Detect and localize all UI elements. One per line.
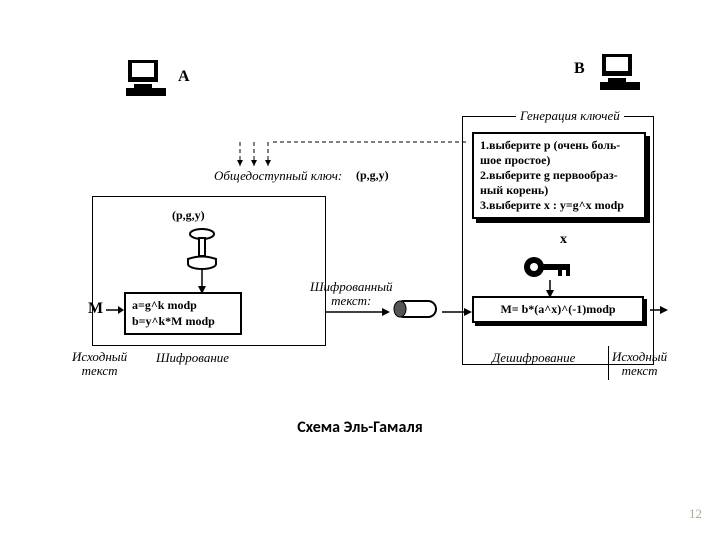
page-number: 12 bbox=[689, 506, 702, 522]
pgy-left: (p,g,y) bbox=[172, 208, 205, 223]
computer-b-icon bbox=[598, 52, 644, 94]
arrow-seckey-to-dec bbox=[544, 280, 556, 298]
sender-label: A bbox=[178, 68, 190, 86]
ciphertext-label: Шифрованный текст: bbox=[310, 280, 393, 309]
key-icon bbox=[522, 252, 574, 282]
decrypt-label: Дешифрование bbox=[492, 350, 575, 366]
arrow-enc-to-capsule bbox=[326, 306, 390, 318]
encryption-box: a=g^k modp b=y^k*M modp bbox=[124, 292, 242, 335]
arrow-key-to-enc bbox=[196, 268, 208, 294]
keygen-header: Генерация ключей bbox=[516, 108, 624, 124]
arrow-dec-to-plain bbox=[650, 304, 668, 316]
arrow-m-to-enc bbox=[106, 304, 124, 316]
plaintext-right-label: Исходный текст bbox=[612, 350, 667, 379]
keygen-box: 1.выберите p (очень боль- шое простое) 2… bbox=[472, 132, 646, 219]
pubkey-cylinder-icon bbox=[186, 228, 218, 270]
m-label: M bbox=[88, 300, 103, 318]
ciphertext-capsule-icon bbox=[390, 298, 442, 320]
receiver-label: B bbox=[574, 60, 585, 78]
enc-line1: a=g^k modp bbox=[132, 298, 234, 314]
arrow-capsule-to-dec bbox=[442, 306, 472, 318]
plaintext-left-label: Исходный текст bbox=[72, 350, 127, 379]
enc-line2: b=y^k*M modp bbox=[132, 314, 234, 330]
diagram-title: Схема Эль-Гамаля bbox=[0, 418, 720, 437]
divider-right bbox=[608, 346, 609, 380]
computer-a-icon bbox=[124, 58, 170, 100]
encrypt-label: Шифрование bbox=[156, 350, 229, 366]
decryption-box: M= b*(a^x)^(-1)modp bbox=[472, 296, 644, 323]
pubkey-dashed-arrows bbox=[210, 130, 470, 186]
secret-key-label: x bbox=[560, 232, 567, 248]
